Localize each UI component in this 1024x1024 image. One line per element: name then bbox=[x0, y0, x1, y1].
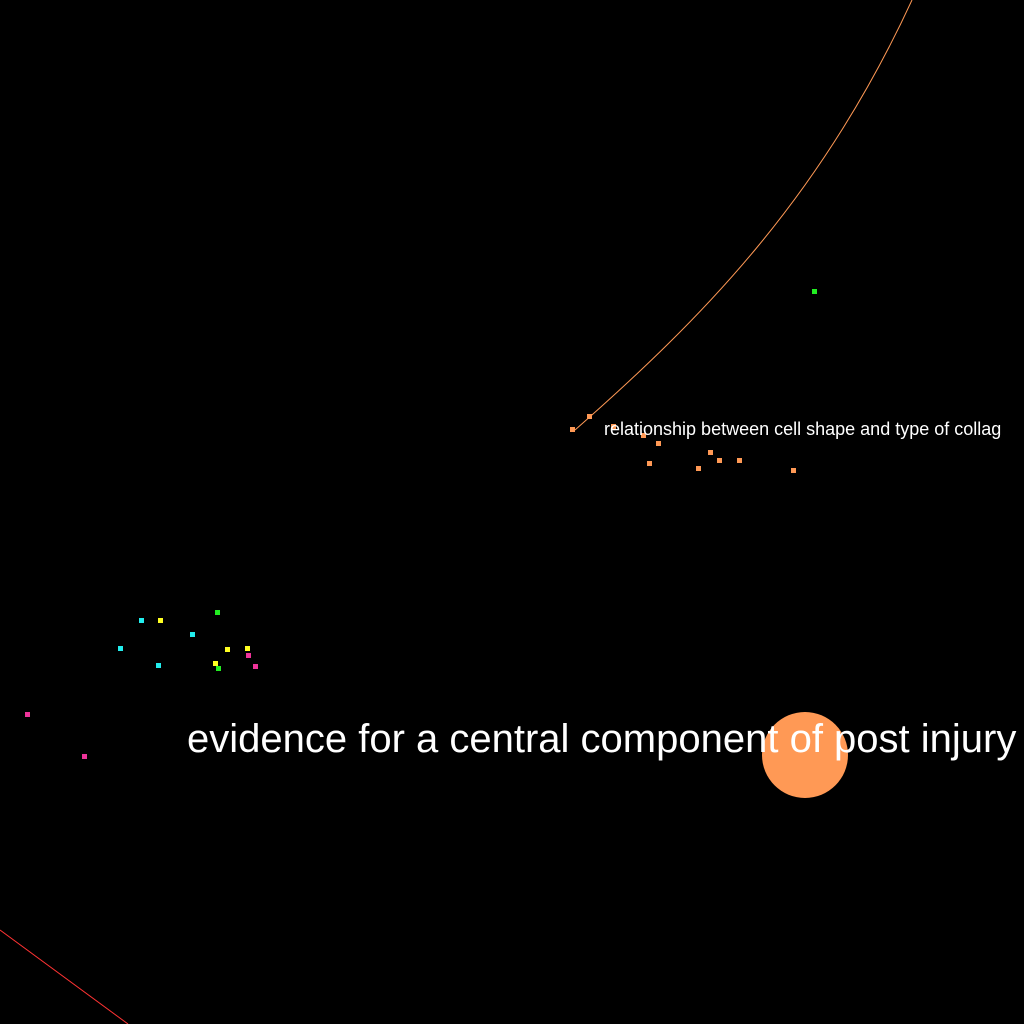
cyan-nodes bbox=[118, 618, 195, 668]
orange-cluster bbox=[570, 414, 796, 473]
large-orange-node[interactable] bbox=[762, 712, 848, 798]
green-nodes bbox=[215, 289, 817, 671]
green-node[interactable] bbox=[812, 289, 817, 294]
yellow-node[interactable] bbox=[158, 618, 163, 623]
yellow-nodes bbox=[158, 618, 250, 666]
magenta-node[interactable] bbox=[25, 712, 30, 717]
yellow-node[interactable] bbox=[213, 661, 218, 666]
cyan-node[interactable] bbox=[118, 646, 123, 651]
cyan-node[interactable] bbox=[190, 632, 195, 637]
orange-node[interactable] bbox=[737, 458, 742, 463]
magenta-node[interactable] bbox=[82, 754, 87, 759]
green-node[interactable] bbox=[215, 610, 220, 615]
orange-node[interactable] bbox=[791, 468, 796, 473]
orange-node[interactable] bbox=[717, 458, 722, 463]
orange-node[interactable] bbox=[647, 461, 652, 466]
orange-edge bbox=[574, 0, 913, 431]
orange-node[interactable] bbox=[587, 414, 592, 419]
injury-node-label: evidence for a central component of post… bbox=[187, 717, 1016, 761]
orange-node[interactable] bbox=[641, 433, 646, 438]
magenta-nodes bbox=[25, 653, 258, 759]
yellow-node[interactable] bbox=[245, 646, 250, 651]
green-node[interactable] bbox=[216, 666, 221, 671]
yellow-node[interactable] bbox=[225, 647, 230, 652]
cyan-node[interactable] bbox=[156, 663, 161, 668]
orange-node[interactable] bbox=[656, 441, 661, 446]
cyan-node[interactable] bbox=[139, 618, 144, 623]
red-edge bbox=[0, 929, 129, 1024]
collagen-node-label: relationship between cell shape and type… bbox=[604, 419, 1001, 439]
orange-node[interactable] bbox=[570, 427, 575, 432]
orange-node[interactable] bbox=[611, 424, 616, 429]
magenta-node[interactable] bbox=[253, 664, 258, 669]
magenta-node[interactable] bbox=[246, 653, 251, 658]
orange-node[interactable] bbox=[696, 466, 701, 471]
orange-node[interactable] bbox=[708, 450, 713, 455]
